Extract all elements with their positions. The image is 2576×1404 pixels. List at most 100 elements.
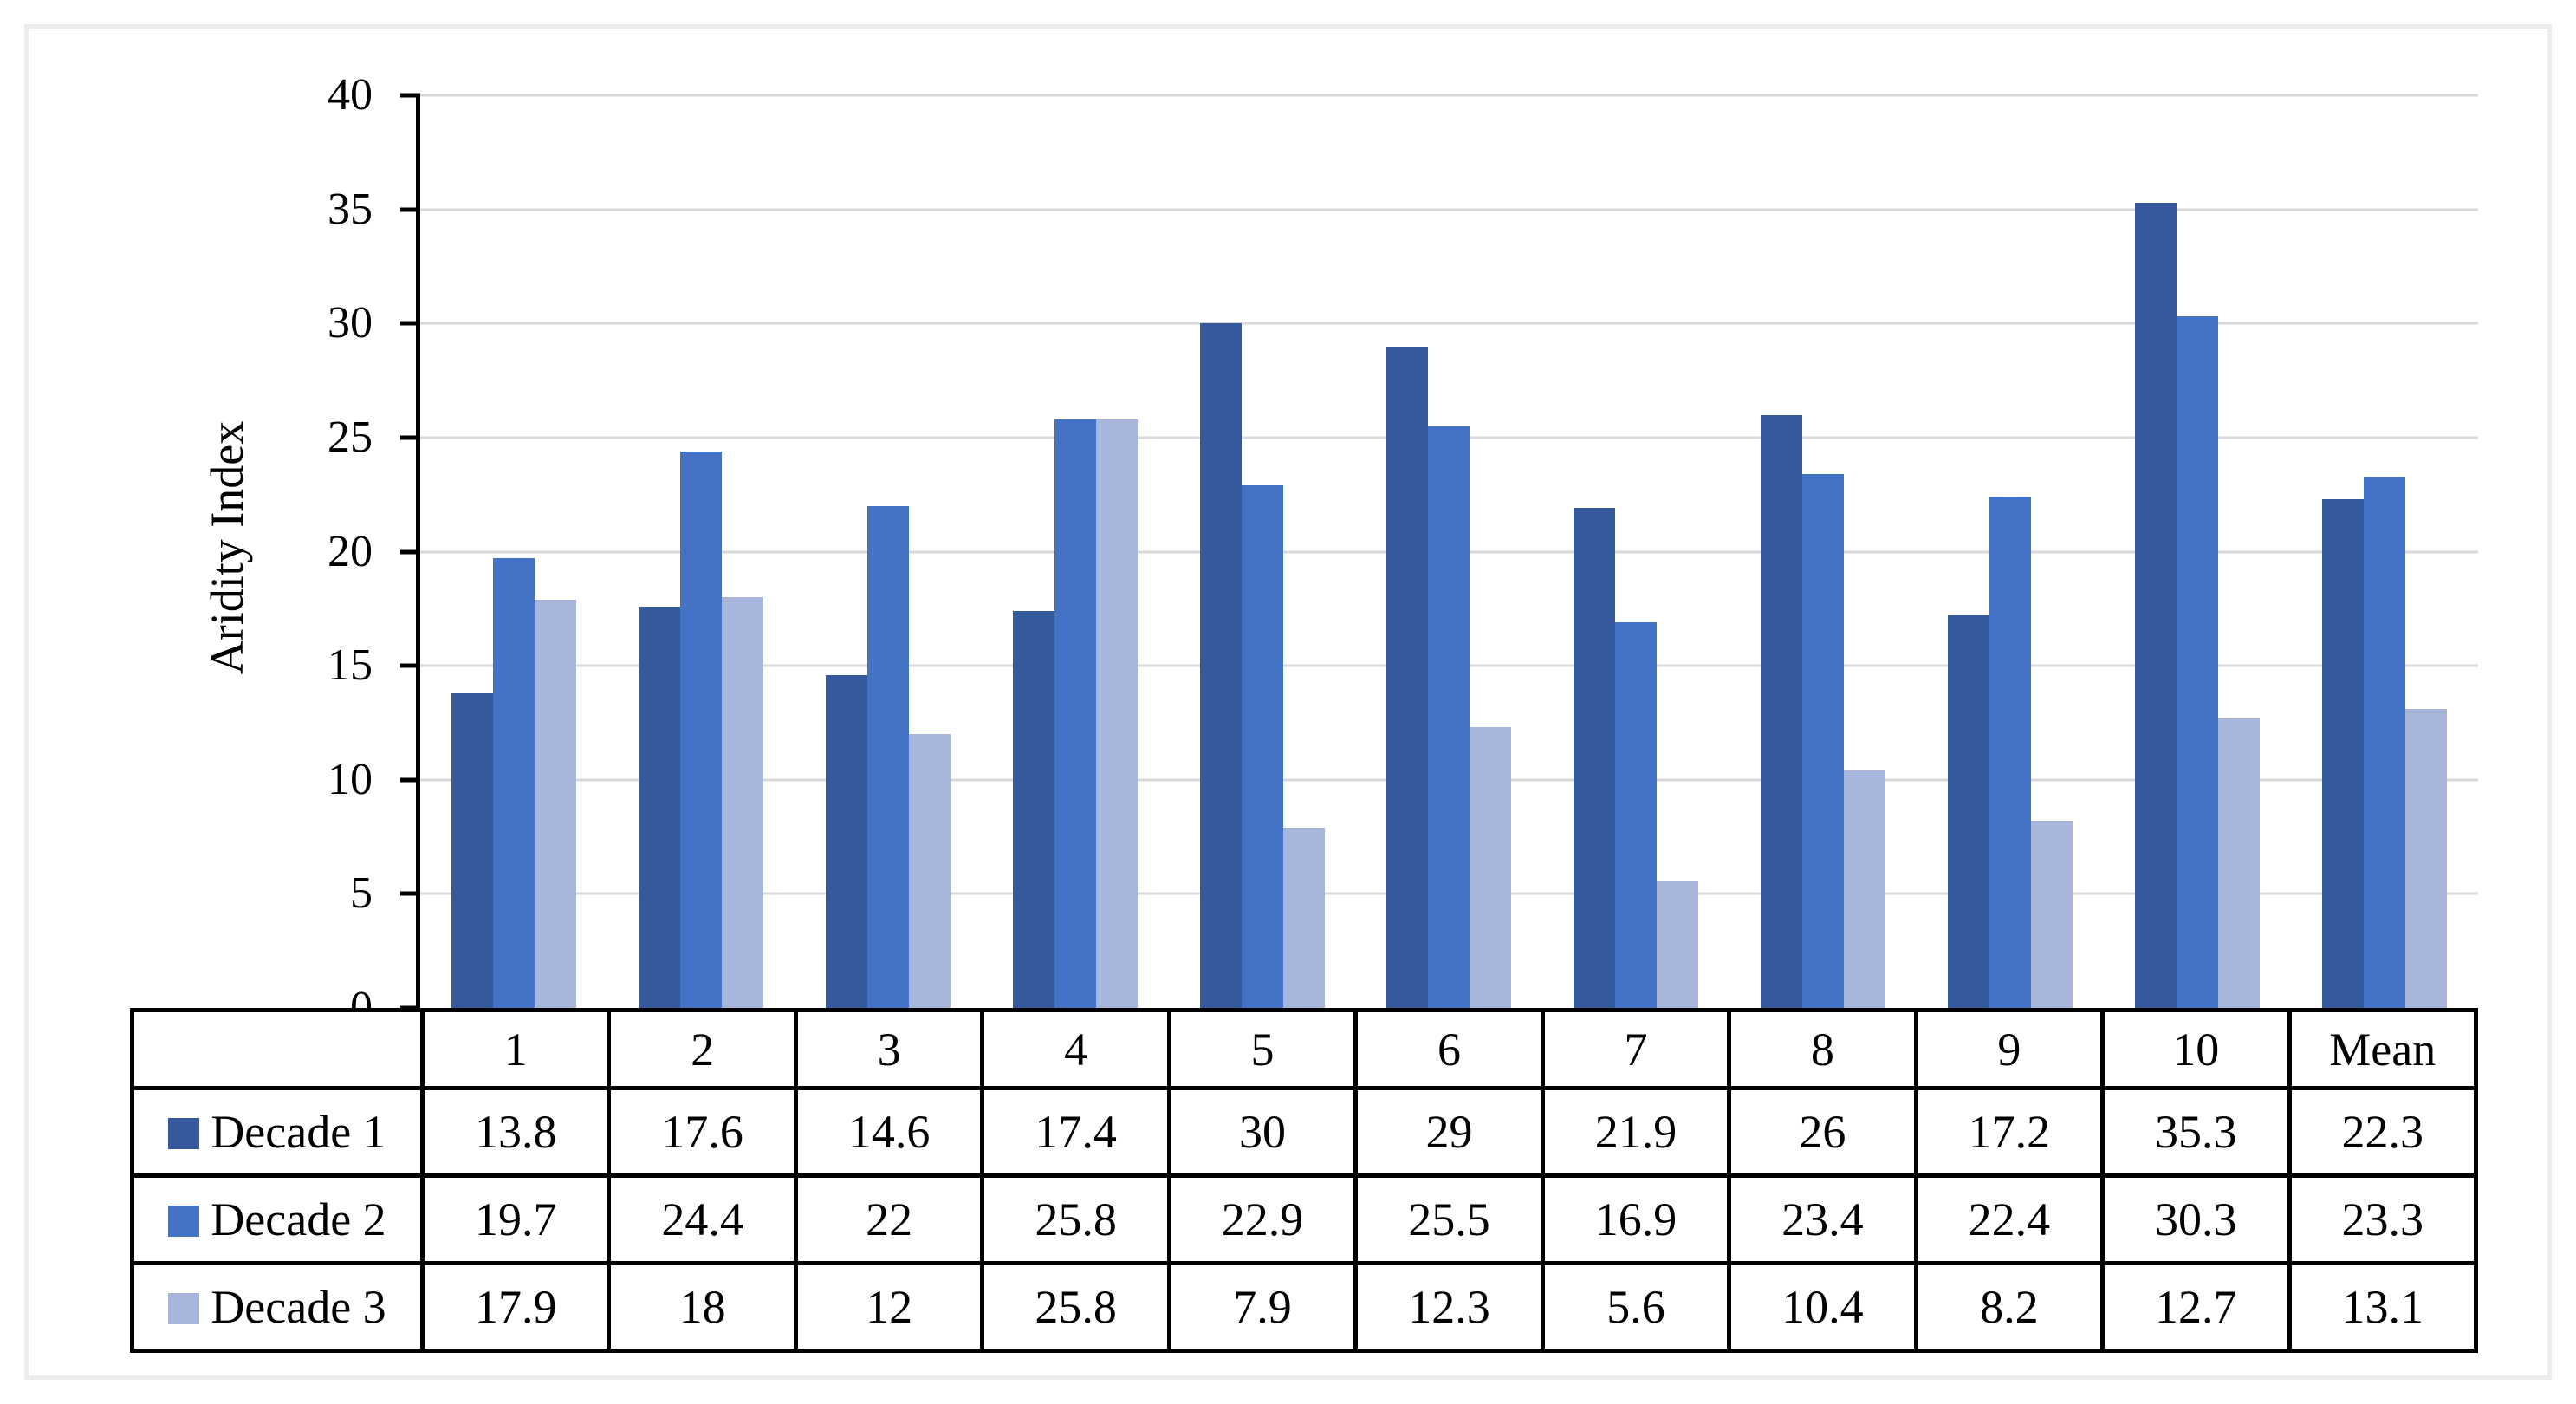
gridline-40: [420, 94, 2478, 97]
bar-decade-1-6: [1386, 346, 1429, 1008]
y-tick-mark-10: [400, 777, 420, 783]
cell-decade-2-3: 22: [793, 1173, 985, 1265]
cell-decade-1-1: 13.8: [419, 1086, 612, 1178]
legend-swatch-decade-3: [168, 1293, 200, 1324]
y-tick-label-25: 25: [328, 412, 373, 462]
col-header-2: 2: [607, 1008, 798, 1090]
data-table: 1 2 3 4 5 6 7 8 9 10 Mean Decade 1 13.8 17.6 14.6 17.4 3…: [130, 1008, 2479, 1353]
legend-label-decade-3: Decade 3: [211, 1281, 386, 1333]
y-tick-mark-30: [400, 321, 420, 326]
cell-decade-2-4: 25.8: [980, 1173, 1171, 1265]
legend-label-decade-2: Decade 2: [211, 1193, 386, 1245]
col-header-9: 9: [1913, 1008, 2106, 1090]
y-axis-line: [416, 95, 420, 1008]
cell-decade-2-2: 24.4: [607, 1173, 798, 1265]
y-tick-label-35: 35: [328, 184, 373, 234]
bar-decade-3-mean: [2405, 709, 2448, 1008]
bar-decade-3-10: [2218, 718, 2261, 1008]
table-corner-cell: [130, 1008, 425, 1090]
bar-decade-1-3: [825, 674, 867, 1008]
table-row-decade-1: Decade 1 13.8 17.6 14.6 17.4 30 29 21.9 26 17.2 35…: [130, 1086, 2479, 1178]
bar-group-6: [1356, 95, 1543, 1008]
bar-decade-2-6: [1428, 426, 1470, 1008]
bar-decade-2-7: [1615, 622, 1658, 1008]
y-tick-mark-20: [400, 549, 420, 554]
cell-decade-1-9: 17.2: [1913, 1086, 2106, 1178]
bar-decade-1-2: [638, 606, 680, 1008]
cell-decade-3-6: 12.3: [1353, 1261, 1545, 1353]
cell-decade-3-3: 12: [793, 1261, 985, 1353]
col-header-8: 8: [1727, 1008, 1918, 1090]
cell-decade-3-4: 25.8: [980, 1261, 1171, 1353]
col-header-7: 7: [1540, 1008, 1732, 1090]
cell-decade-2-5: 22.9: [1166, 1173, 1359, 1265]
bar-decade-1-7: [1574, 508, 1616, 1008]
bar-decade-2-4: [1054, 419, 1096, 1008]
bar-decade-3-3: [908, 734, 951, 1008]
cell-decade-1-10: 35.3: [2100, 1086, 2292, 1178]
bar-decade-2-5: [1241, 485, 1283, 1008]
y-tick-mark-15: [400, 663, 420, 668]
bar-group-7: [1542, 95, 1729, 1008]
bar-decade-2-9: [1989, 497, 2032, 1008]
bar-decade-1-8: [1761, 414, 1803, 1008]
bar-group-8: [1729, 95, 1917, 1008]
cell-decade-3-10: 12.7: [2100, 1261, 2292, 1353]
y-tick-label-40: 40: [328, 70, 373, 120]
cell-decade-3-8: 10.4: [1727, 1261, 1918, 1353]
bar-decade-1-9: [1948, 615, 1990, 1008]
cell-decade-2-8: 23.4: [1727, 1173, 1918, 1265]
bar-decade-1-10: [2135, 202, 2177, 1008]
y-tick-mark-25: [400, 435, 420, 440]
y-tick-mark-5: [400, 891, 420, 896]
y-tick-mark-40: [400, 93, 420, 98]
row-header-decade-1: Decade 1: [130, 1086, 425, 1178]
bar-group-10: [2104, 95, 2291, 1008]
bar-decade-2-1: [492, 558, 535, 1008]
figure-border: [24, 24, 2552, 1380]
bar-group-9: [1917, 95, 2104, 1008]
bar-group-5: [1169, 95, 1356, 1008]
bar-decade-3-1: [534, 599, 576, 1008]
bar-group-1: [420, 95, 607, 1008]
col-header-mean: Mean: [2287, 1008, 2479, 1090]
bar-decade-3-8: [1844, 770, 1886, 1008]
cell-decade-2-9: 22.4: [1913, 1173, 2106, 1265]
cell-decade-1-5: 30: [1166, 1086, 1359, 1178]
y-tick-mark-35: [400, 207, 420, 212]
table-row-decade-2: Decade 2 19.7 24.4 22 25.8 22.9 25.5 16.9 23.4 22…: [130, 1173, 2479, 1265]
bar-group-3: [795, 95, 982, 1008]
bar-group-4: [982, 95, 1169, 1008]
bar-decade-1-5: [1199, 323, 1242, 1008]
cell-decade-3-9: 8.2: [1913, 1261, 2106, 1353]
bar-decade-2-8: [1802, 474, 1845, 1008]
y-tick-label-5: 5: [350, 868, 373, 919]
y-tick-label-20: 20: [328, 526, 373, 576]
y-axis-labels: 40 35 30 25 20 15 10 5 0: [130, 73, 373, 1030]
bar-decade-2-10: [2177, 316, 2219, 1008]
bar-decade-2-2: [679, 451, 722, 1008]
cell-decade-1-3: 14.6: [793, 1086, 985, 1178]
col-header-1: 1: [419, 1008, 612, 1090]
cell-decade-3-mean: 13.1: [2287, 1261, 2479, 1353]
cell-decade-1-mean: 22.3: [2287, 1086, 2479, 1178]
bar-decade-3-6: [1470, 727, 1512, 1008]
legend-swatch-decade-1: [168, 1118, 200, 1149]
bars-layer: [420, 95, 2478, 1008]
bar-decade-3-7: [1657, 880, 1699, 1008]
y-tick-label-30: 30: [328, 298, 373, 348]
y-tick-label-10: 10: [328, 754, 373, 804]
row-header-decade-3: Decade 3: [130, 1261, 425, 1353]
bar-decade-1-1: [451, 692, 493, 1008]
gridline-30: [420, 322, 2478, 325]
cell-decade-2-mean: 23.3: [2287, 1173, 2479, 1265]
table-row-decade-3: Decade 3 17.9 18 12 25.8 7.9 12.3 5.6 10.4 8.2 12.…: [130, 1261, 2479, 1353]
row-header-decade-2: Decade 2: [130, 1173, 425, 1265]
y-axis-ticks: [400, 93, 420, 1011]
cell-decade-1-2: 17.6: [607, 1086, 798, 1178]
cell-decade-3-2: 18: [607, 1261, 798, 1353]
col-header-6: 6: [1353, 1008, 1545, 1090]
bar-decade-3-2: [721, 597, 763, 1008]
bar-decade-3-9: [2031, 821, 2073, 1008]
